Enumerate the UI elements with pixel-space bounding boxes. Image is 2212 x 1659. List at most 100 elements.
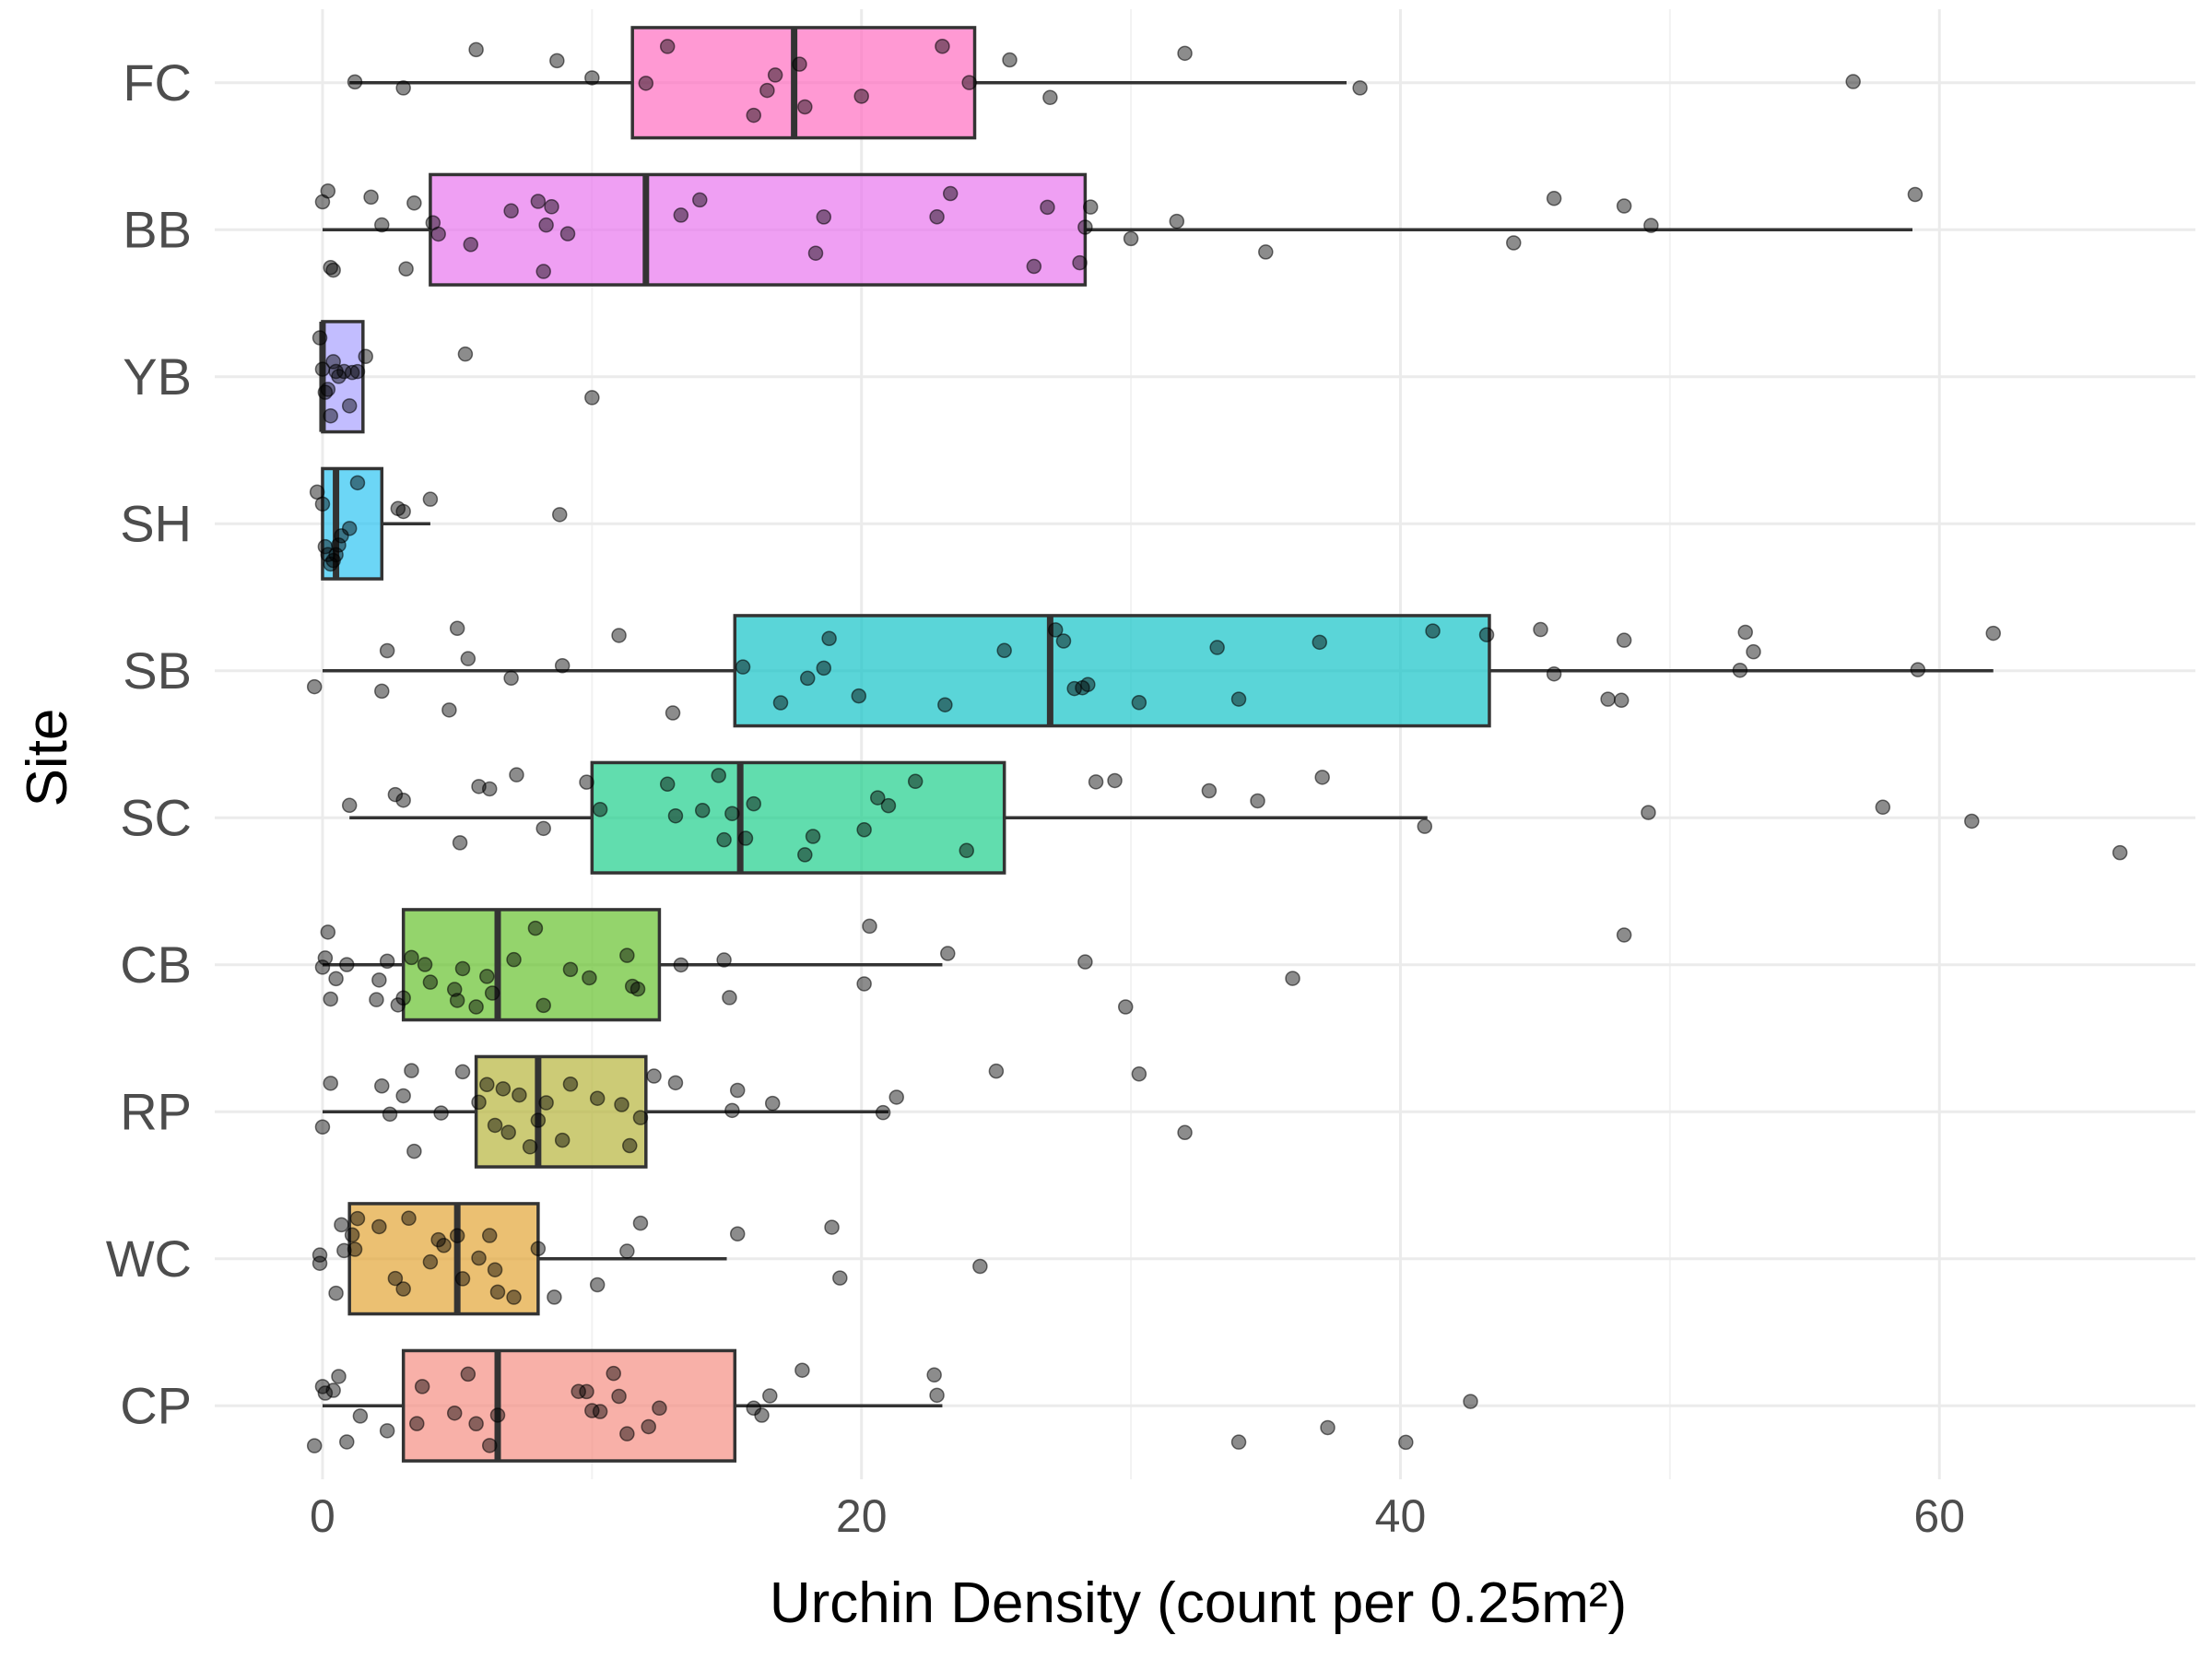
data-point-bb	[692, 192, 708, 208]
data-point-cb	[395, 990, 411, 1006]
data-point-sc	[395, 792, 411, 808]
data-point-bb	[1907, 186, 1924, 203]
data-point-rp	[562, 1076, 579, 1092]
data-point-bb	[1123, 230, 1139, 247]
data-point-cp	[306, 1438, 323, 1453]
data-point-fc	[759, 82, 775, 99]
data-point-bb	[1258, 244, 1274, 260]
data-point-sc	[579, 774, 594, 790]
data-point-rp	[632, 1110, 649, 1125]
data-point-fc	[659, 39, 676, 54]
data-point-bb	[463, 237, 479, 253]
data-point-bb	[1506, 235, 1522, 251]
data-point-rp	[500, 1124, 516, 1140]
data-point-cp	[460, 1366, 477, 1382]
data-point-fc	[584, 70, 600, 86]
data-point-cb	[527, 920, 544, 936]
data-point-sc	[856, 821, 872, 838]
data-point-rp	[1177, 1124, 1193, 1141]
data-point-sh	[422, 491, 439, 507]
data-point-sc	[1875, 799, 1891, 816]
data-point-cb	[673, 957, 689, 973]
data-point-wc	[547, 1289, 562, 1305]
data-point-yb	[457, 346, 474, 362]
data-point-rp	[314, 1119, 331, 1135]
data-point-cp	[1230, 1434, 1247, 1450]
data-point-cb	[323, 991, 338, 1007]
data-point-sc	[1964, 813, 1980, 830]
data-point-sc	[1641, 805, 1656, 820]
data-point-sb	[816, 660, 832, 677]
data-point-bb	[559, 226, 576, 241]
data-point-cp	[926, 1367, 942, 1383]
data-point-cp	[414, 1379, 430, 1394]
data-point-bb	[538, 217, 554, 233]
data-point-sh	[341, 521, 358, 536]
data-point-sc	[737, 830, 754, 846]
x-tick-label: 0	[310, 1490, 335, 1542]
data-point-wc	[344, 1227, 360, 1243]
data-point-rp	[522, 1139, 538, 1155]
y-axis-title: Site	[16, 709, 79, 807]
data-point-wc	[312, 1255, 328, 1271]
data-point-cp	[579, 1383, 594, 1400]
data-point-cp	[592, 1404, 608, 1419]
data-point-fc	[468, 41, 484, 58]
data-point-cb	[479, 969, 495, 984]
data-point-sc	[724, 806, 740, 821]
data-point-sc	[1417, 818, 1433, 834]
data-point-cp	[619, 1426, 635, 1441]
data-point-bb	[1643, 218, 1659, 233]
data-point-sc	[1088, 774, 1104, 790]
data-point-bb	[673, 207, 689, 223]
data-point-wc	[832, 1270, 848, 1286]
data-point-cp	[794, 1362, 810, 1378]
data-point-rp	[487, 1117, 503, 1134]
data-point-sb	[665, 705, 681, 721]
data-point-yb	[320, 382, 336, 397]
data-point-rp	[729, 1082, 746, 1099]
data-point-sc	[2112, 844, 2128, 861]
x-axis-title: Urchin Density (count per 0.25m²)	[770, 1571, 1627, 1635]
data-point-cb	[468, 999, 484, 1015]
data-point-sb	[1131, 694, 1147, 711]
data-point-sc	[592, 801, 608, 818]
data-point-sb	[851, 688, 867, 704]
y-tick-label-cb: CB	[120, 935, 192, 994]
data-point-cb	[422, 974, 439, 990]
data-point-sb	[996, 642, 1012, 659]
data-point-yb	[312, 330, 328, 346]
data-point-wc	[430, 1231, 446, 1248]
data-point-cp	[317, 1385, 334, 1401]
data-point-fc	[549, 53, 565, 69]
data-point-wc	[387, 1270, 404, 1287]
data-point-sc	[805, 829, 821, 844]
data-point-bb	[320, 183, 336, 199]
data-point-cb	[328, 971, 344, 987]
data-point-cb	[371, 972, 387, 988]
data-point-bb	[942, 185, 959, 202]
data-point-cp	[325, 1382, 341, 1398]
data-point-sb	[306, 678, 323, 695]
data-point-cb	[369, 992, 384, 1007]
data-point-sc	[1107, 772, 1123, 789]
y-tick-label-cp: CP	[120, 1376, 192, 1434]
data-point-cb	[856, 976, 872, 992]
data-point-yb	[584, 390, 600, 406]
data-point-cp	[1320, 1419, 1335, 1436]
y-tick-label-wc: WC	[106, 1230, 192, 1288]
data-point-sb	[1546, 665, 1562, 682]
box-rp	[474, 1054, 648, 1169]
data-point-wc	[436, 1238, 452, 1253]
data-point-rp	[724, 1102, 740, 1119]
data-point-wc	[334, 1217, 349, 1233]
data-point-wc	[347, 1241, 363, 1257]
data-point-cb	[449, 993, 465, 1008]
data-point-cb	[722, 990, 737, 1006]
data-point-cb	[379, 953, 395, 970]
data-point-sh	[395, 503, 411, 520]
data-point-yb	[349, 363, 366, 380]
data-point-sc	[959, 842, 974, 859]
